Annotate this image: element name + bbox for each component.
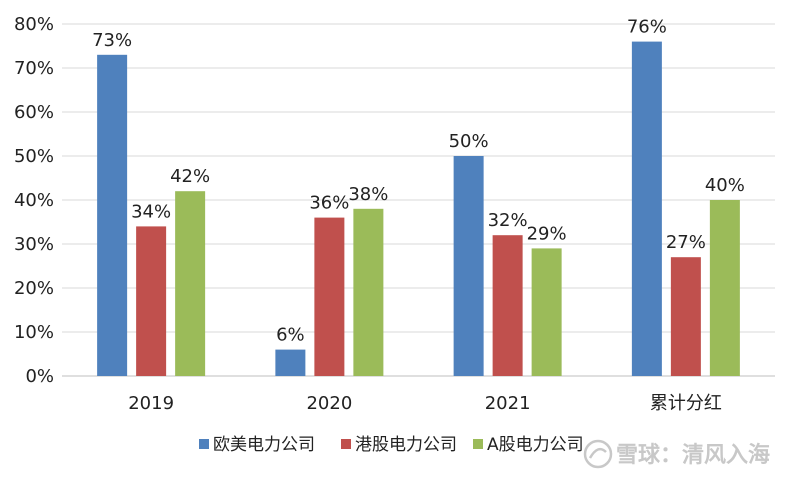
y-tick-label: 40% (14, 190, 54, 211)
watermark: 雪球：清风入海 (583, 439, 770, 469)
legend-label: A股电力公司 (487, 435, 584, 455)
legend-swatch (199, 439, 209, 449)
legend-swatch (341, 439, 351, 449)
data-label: 73% (92, 30, 132, 51)
bar (709, 200, 740, 376)
data-label: 36% (309, 193, 349, 214)
y-tick-label: 60% (14, 102, 54, 123)
data-labels: 73% 34% 42% 6% 36%38% 50% 32%29% 76% 27% 40% (92, 17, 745, 346)
y-axis-ticks: 0% 10% 20% 30% 40% 50% 60% 70% 80% (14, 14, 54, 387)
data-label: 6% (276, 325, 305, 346)
x-category-label: 2020 (306, 393, 352, 414)
data-label: 50% (449, 131, 489, 152)
snowball-logo-icon (583, 439, 613, 469)
data-label: 42% (170, 166, 210, 187)
legend-label: 港股电力公司 (355, 435, 457, 455)
bar (97, 54, 128, 377)
bar (631, 41, 662, 376)
x-category-label: 2021 (485, 393, 531, 414)
y-tick-label: 20% (14, 278, 54, 299)
bars (97, 41, 740, 377)
x-axis-categories: 2019 2020 2021 累计分红 (128, 393, 722, 414)
bar (531, 248, 562, 376)
legend-label: 欧美电力公司 (213, 435, 315, 455)
data-label: 34% (131, 201, 171, 222)
data-label: 38% (348, 184, 388, 205)
x-category-label: 累计分红 (650, 393, 722, 414)
data-label: 29% (527, 223, 567, 244)
x-category-label: 2019 (128, 393, 174, 414)
y-tick-label: 50% (14, 146, 54, 167)
y-tick-label: 80% (14, 14, 54, 35)
legend: 欧美电力公司 港股电力公司 A股电力公司 (199, 435, 584, 455)
bar (136, 226, 167, 376)
y-tick-label: 0% (25, 366, 54, 387)
bar (275, 349, 306, 376)
bar (314, 217, 345, 376)
watermark-text: 雪球：清风入海 (616, 442, 770, 468)
data-label: 76% (627, 17, 667, 38)
bar (453, 156, 484, 376)
data-label: 40% (705, 175, 745, 196)
bar (492, 235, 523, 376)
legend-swatch (473, 439, 483, 449)
data-label: 27% (666, 232, 706, 253)
data-label: 32% (488, 210, 528, 231)
y-tick-label: 10% (14, 322, 54, 343)
bar (175, 191, 206, 376)
y-tick-label: 30% (14, 234, 54, 255)
gridlines (62, 23, 775, 377)
y-tick-label: 70% (14, 58, 54, 79)
bar (353, 208, 384, 376)
bar (670, 257, 701, 376)
